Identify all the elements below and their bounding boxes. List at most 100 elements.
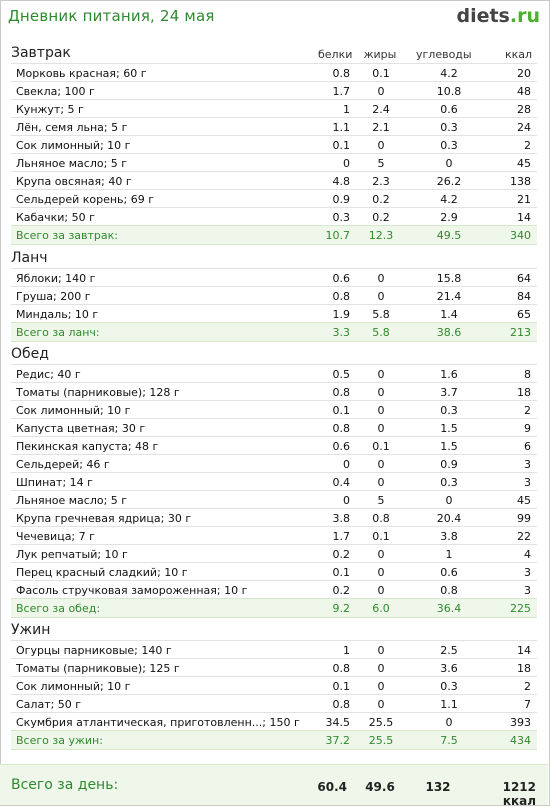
food-kcal: 3 — [524, 566, 531, 579]
total-carbs: 49.5 — [436, 229, 462, 242]
food-row[interactable]: Фасоль стручковая замороженная; 10 г 0.2 0… — [11, 580, 537, 600]
day-total: Всего за день: 60.4 49.6 132 1212 ккал — [0, 764, 548, 808]
food-row[interactable]: Сок лимонный; 10 г 0.1 0 0.3 2 — [11, 400, 537, 419]
food-protein: 0.8 — [332, 422, 351, 435]
total-protein: 37.2 — [325, 734, 351, 747]
food-fat: 0 — [377, 85, 385, 98]
food-protein: 1 — [343, 103, 350, 116]
food-row[interactable]: Сельдерей; 46 г 0 0 0.9 3 — [11, 454, 537, 473]
food-carbs: 0 — [445, 494, 453, 507]
food-row[interactable]: Лён, семя льна; 5 г 1.1 2.1 0.3 24 — [11, 117, 537, 136]
food-name: Сок лимонный; 10 г — [16, 680, 131, 693]
food-row[interactable]: Крупа гречневая ядрица; 30 г 3.8 0.8 20.4 99 — [11, 508, 537, 527]
food-fat: 0 — [377, 548, 385, 561]
food-row[interactable]: Яблоки; 140 г 0.6 0 15.8 64 — [11, 268, 537, 287]
food-kcal: 2 — [524, 404, 531, 417]
food-fat: 0 — [377, 458, 385, 471]
food-row[interactable]: Миндаль; 10 г 1.9 5.8 1.4 65 — [11, 304, 537, 324]
food-kcal: 2 — [524, 680, 531, 693]
food-carbs: 0 — [445, 716, 453, 729]
column-carbs: углеводы — [416, 48, 472, 61]
food-row[interactable]: Льняное масло; 5 г 0 5 0 45 — [11, 490, 537, 509]
food-protein: 0.1 — [332, 680, 351, 693]
food-kcal: 18 — [517, 662, 531, 675]
food-name: Перец красный сладкий; 10 г — [16, 566, 188, 579]
total-fat: 25.5 — [368, 734, 394, 747]
day-total-protein: 60.4 — [317, 780, 347, 794]
food-row[interactable]: Лук репчатый; 10 г 0.2 0 1 4 — [11, 544, 537, 563]
food-protein: 0 — [343, 157, 350, 170]
food-row[interactable]: Кунжут; 5 г 1 2.4 0.6 28 — [11, 99, 537, 118]
day-total-carbs: 132 — [425, 780, 451, 794]
food-row[interactable]: Томаты (парниковые); 125 г 0.8 0 3.6 18 — [11, 658, 537, 677]
food-row[interactable]: Морковь красная; 60 г 0.8 0.1 4.2 20 — [11, 63, 537, 82]
food-carbs: 10.8 — [436, 85, 462, 98]
food-kcal: 4 — [524, 548, 531, 561]
food-row[interactable]: Крупа овсяная; 40 г 4.8 2.3 26.2 138 — [11, 171, 537, 190]
food-carbs: 0.8 — [440, 584, 458, 597]
food-name: Скумбрия атлантическая, приготовленн...;… — [16, 716, 300, 729]
food-row[interactable]: Салат; 50 г 0.8 0 1.1 7 — [11, 694, 537, 713]
day-total-kcal: 1212 ккал — [502, 780, 536, 808]
total-name: Всего за обед: — [16, 602, 101, 615]
food-fat: 2.4 — [372, 103, 390, 116]
food-fat: 0 — [377, 584, 385, 597]
food-fat: 0.1 — [372, 530, 390, 543]
food-name: Свекла; 100 г — [16, 85, 95, 98]
food-protein: 0 — [343, 494, 350, 507]
food-name: Кунжут; 5 г — [16, 103, 84, 116]
food-fat: 0.1 — [372, 67, 390, 80]
food-fat: 2.3 — [372, 175, 390, 188]
food-row[interactable]: Сок лимонный; 10 г 0.1 0 0.3 2 — [11, 676, 537, 695]
food-protein: 0.5 — [332, 368, 351, 381]
food-kcal: 24 — [517, 121, 531, 134]
food-carbs: 26.2 — [436, 175, 462, 188]
food-row[interactable]: Томаты (парниковые); 128 г 0.8 0 3.7 18 — [11, 382, 537, 401]
food-fat: 0 — [377, 422, 385, 435]
food-row[interactable]: Перец красный сладкий; 10 г 0.1 0 0.6 3 — [11, 562, 537, 581]
total-protein: 9.2 — [332, 602, 351, 615]
food-protein: 0.9 — [332, 193, 351, 206]
food-row[interactable]: Свекла; 100 г 1.7 0 10.8 48 — [11, 81, 537, 100]
food-kcal: 48 — [517, 85, 531, 98]
food-carbs: 4.2 — [440, 67, 458, 80]
food-carbs: 0.6 — [440, 103, 458, 116]
food-row[interactable]: Чечевица; 7 г 1.7 0.1 3.8 22 — [11, 526, 537, 545]
food-kcal: 2 — [524, 139, 531, 152]
food-protein: 0.2 — [332, 584, 351, 597]
food-row[interactable]: Огурцы парниковые; 140 г 1 0 2.5 14 — [11, 640, 537, 659]
column-fat: жиры — [363, 48, 397, 61]
food-protein: 1.9 — [332, 308, 351, 321]
total-kcal: 434 — [510, 734, 531, 747]
food-name: Капуста цветная; 30 г — [16, 422, 146, 435]
food-row[interactable]: Сок лимонный; 10 г 0.1 0 0.3 2 — [11, 135, 537, 154]
food-row[interactable]: Груша; 200 г 0.8 0 21.4 84 — [11, 286, 537, 305]
total-kcal: 213 — [510, 326, 531, 339]
food-row[interactable]: Льняное масло; 5 г 0 5 0 45 — [11, 153, 537, 172]
food-fat: 0.2 — [372, 211, 390, 224]
section-title: Обед — [11, 346, 49, 362]
food-fat: 0 — [377, 386, 385, 399]
food-protein: 1.7 — [332, 530, 351, 543]
food-row[interactable]: Капуста цветная; 30 г 0.8 0 1.5 9 — [11, 418, 537, 437]
food-row[interactable]: Шпинат; 14 г 0.4 0 0.3 3 — [11, 472, 537, 491]
food-carbs: 3.8 — [440, 530, 458, 543]
header: Дневник питания, 24 мая diets.ru — [8, 5, 540, 30]
food-name: Льняное масло; 5 г — [16, 494, 128, 507]
food-row[interactable]: Редис; 40 г 0.5 0 1.6 8 — [11, 364, 537, 383]
food-kcal: 3 — [524, 458, 531, 471]
food-row[interactable]: Сельдерей корень; 69 г 0.9 0.2 4.2 21 — [11, 189, 537, 208]
total-protein: 10.7 — [325, 229, 351, 242]
food-fat: 0.1 — [372, 440, 390, 453]
food-carbs: 1.6 — [440, 368, 458, 381]
food-row[interactable]: Скумбрия атлантическая, приготовленн...;… — [11, 712, 537, 732]
food-name: Кабачки; 50 г — [16, 211, 95, 224]
food-row[interactable]: Пекинская капуста; 48 г 0.6 0.1 1.5 6 — [11, 436, 537, 455]
food-name: Редис; 40 г — [16, 368, 81, 381]
site-logo[interactable]: diets.ru — [456, 5, 540, 27]
food-protein: 0.8 — [332, 67, 351, 80]
food-name: Лён, семя льна; 5 г — [16, 121, 128, 134]
food-row[interactable]: Кабачки; 50 г 0.3 0.2 2.9 14 — [11, 207, 537, 227]
section-total-row: Всего за завтрак: 10.7 12.3 49.5 340 — [11, 225, 537, 245]
column-headers: белки жиры углеводы ккал — [0, 48, 550, 64]
